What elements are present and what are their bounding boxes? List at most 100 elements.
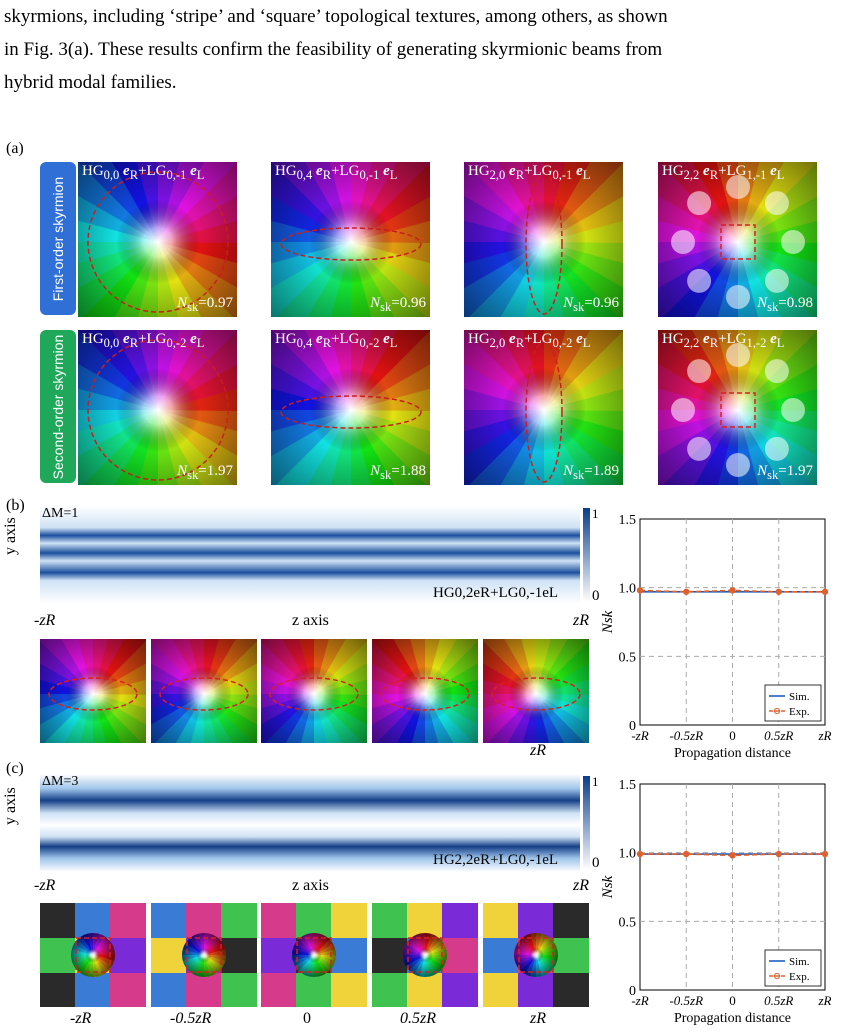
- x-tick-label: 0.5zR: [764, 728, 793, 743]
- panel-b-label: (b): [6, 497, 25, 514]
- propagation-tile: [151, 639, 257, 743]
- z-left-c: -zR: [34, 877, 56, 894]
- skyrmion-tile: HG2,0 eR+LG0,-2 eL Nsk=1.89: [464, 330, 623, 485]
- z-axis-label-b: z axis: [292, 612, 329, 629]
- colorbar-min-b: 0: [592, 588, 600, 604]
- legend-entry: Sim.: [789, 956, 810, 968]
- nsk-chart-c: -zR -0.5zR 0 0.5zR zR 0 0.5 1.0 1.5 Propagation d…: [600, 778, 832, 1026]
- z-right-c: zR: [573, 877, 589, 894]
- data-point: [821, 850, 829, 858]
- tile-title: HG0,4 eR+LG0,-2 eL: [275, 331, 398, 350]
- x-tick-label: -0.5zR: [669, 993, 703, 1008]
- data-point: [636, 850, 644, 858]
- paragraph-line: skyrmions, including ‘stripe’ and ‘squar…: [4, 6, 668, 27]
- tile-nsk-value: Nsk=0.98: [757, 295, 813, 314]
- body-paragraph: skyrmions, including ‘stripe’ and ‘squar…: [4, 0, 840, 99]
- data-point: [729, 852, 736, 859]
- y-tick-label: 1.5: [619, 778, 637, 793]
- legend-box: [764, 949, 822, 987]
- tile-nsk-value: Nsk=0.97: [177, 295, 233, 314]
- second-order-label: Second-order skyrmion: [40, 330, 76, 483]
- x-tick-label: -0.5zR: [669, 728, 703, 743]
- legend-entry: Sim.: [789, 691, 810, 703]
- data-point: [821, 588, 829, 595]
- y-tick-label: 0: [629, 719, 636, 734]
- tile-nsk-value: Nsk=1.89: [563, 463, 619, 482]
- formula-b: HG0,2eR+LG0,-1eL: [433, 585, 559, 601]
- y-axis-label: Nsk: [600, 875, 616, 899]
- colorbar-max-c: 1: [592, 774, 599, 789]
- beam-intensity-b: [40, 506, 590, 604]
- colorbar-max-b: 1: [592, 506, 599, 521]
- panel-c-label: (c): [6, 760, 24, 777]
- z-axis-label-c: z axis: [292, 877, 329, 894]
- propagation-tile: [261, 903, 367, 1007]
- skyrmion-tile: HG0,0 eR+LG0,-2 eL Nsk=1.97: [78, 330, 237, 485]
- y-tick-label: 0.5: [619, 915, 637, 930]
- z-left-b: -zR: [34, 612, 56, 629]
- tile-title: HG0,0 eR+LG0,-2 eL: [82, 331, 205, 350]
- data-point: [683, 588, 690, 595]
- tile-title: HG2,0 eR+LG0,-2 eL: [468, 331, 591, 350]
- propagation-tile: [40, 903, 146, 1007]
- tile-title: HG0,0 eR+LG0,-1 eL: [82, 163, 205, 182]
- x-tick-label: 0.5zR: [764, 993, 793, 1008]
- x-tick-label: zR: [818, 993, 832, 1008]
- x-tick-label: 0: [729, 728, 736, 743]
- x-axis-label: Propagation distance: [674, 1011, 791, 1026]
- x-tick-label: -zR: [631, 728, 648, 743]
- nsk-chart-b: -zR -0.5zR 0 0.5zR zR 0 0.5 1.0 1.5 Propagation d…: [600, 513, 832, 761]
- skyrmion-tile: HG2,2 eR+LG1,-2 eL Nsk=1.97: [658, 330, 817, 485]
- data-point: [729, 587, 736, 594]
- x-tick-label: 0: [729, 993, 736, 1008]
- paragraph-line: hybrid modal families.: [4, 72, 177, 93]
- propagation-tile: [40, 639, 146, 743]
- first-order-text: First-order skyrmion: [50, 176, 66, 301]
- delta-m-c: ΔM=3: [42, 774, 79, 789]
- propagation-tile: [372, 903, 478, 1007]
- propagation-tile: [261, 639, 367, 743]
- data-point: [683, 850, 690, 858]
- tile-title: HG2,0 eR+LG0,-1 eL: [468, 163, 591, 182]
- tile-nsk-value: Nsk=0.96: [370, 295, 426, 314]
- x-axis-label: Propagation distance: [674, 746, 791, 761]
- delta-m-b: ΔM=1: [42, 506, 79, 521]
- paragraph-line: in Fig. 3(a). These results confirm the …: [4, 39, 663, 60]
- x-tick-label: -zR: [631, 993, 648, 1008]
- propagation-label: -0.5zR: [170, 1010, 212, 1027]
- tile-nsk-value: Nsk=1.97: [757, 463, 813, 482]
- tile-title: HG0,4 eR+LG0,-1 eL: [275, 163, 398, 182]
- tile-nsk-value: Nsk=1.97: [177, 463, 233, 482]
- panel-a-label: (a): [6, 140, 24, 157]
- beam-intensity-c: [40, 774, 590, 872]
- small-label-b: zR: [530, 742, 546, 759]
- y-tick-label: 0.5: [619, 650, 637, 665]
- propagation-tile: [483, 903, 589, 1007]
- legend-entry: Exp.: [789, 706, 810, 718]
- first-order-label: First-order skyrmion: [40, 162, 76, 315]
- y-tick-label: 1.0: [619, 582, 637, 597]
- data-point: [775, 850, 782, 858]
- propagation-label: 0.5zR: [400, 1010, 436, 1027]
- x-tick-label: zR: [818, 728, 832, 743]
- legend-entry: Exp.: [789, 971, 810, 983]
- tile-nsk-value: Nsk=1.88: [370, 463, 426, 482]
- formula-c: HG2,2eR+LG0,-1eL: [433, 852, 559, 868]
- colorbar-min-c: 0: [592, 855, 600, 871]
- skyrmion-tile: HG2,2 eR+LG1,-1 eL Nsk=0.98: [658, 162, 817, 317]
- tile-title: HG2,2 eR+LG1,-2 eL: [662, 331, 785, 350]
- propagation-label: 0: [303, 1010, 311, 1027]
- y-axis-label: Nsk: [600, 610, 616, 634]
- y-axis-label-b: y axis: [2, 517, 19, 555]
- skyrmion-tile: HG0,4 eR+LG0,-1 eL Nsk=0.96: [271, 162, 430, 317]
- skyrmion-tile: HG0,0 eR+LG0,-1 eL Nsk=0.97: [78, 162, 237, 317]
- propagation-label: zR: [530, 1010, 546, 1027]
- propagation-tile: [151, 903, 257, 1007]
- y-axis-label-c: y axis: [2, 787, 19, 825]
- tile-title: HG2,2 eR+LG1,-1 eL: [662, 163, 785, 182]
- second-order-text: Second-order skyrmion: [50, 334, 66, 479]
- propagation-tile: [372, 639, 478, 743]
- tile-nsk-value: Nsk=0.96: [563, 295, 619, 314]
- z-right-b: zR: [573, 612, 589, 629]
- y-tick-label: 0: [629, 984, 636, 999]
